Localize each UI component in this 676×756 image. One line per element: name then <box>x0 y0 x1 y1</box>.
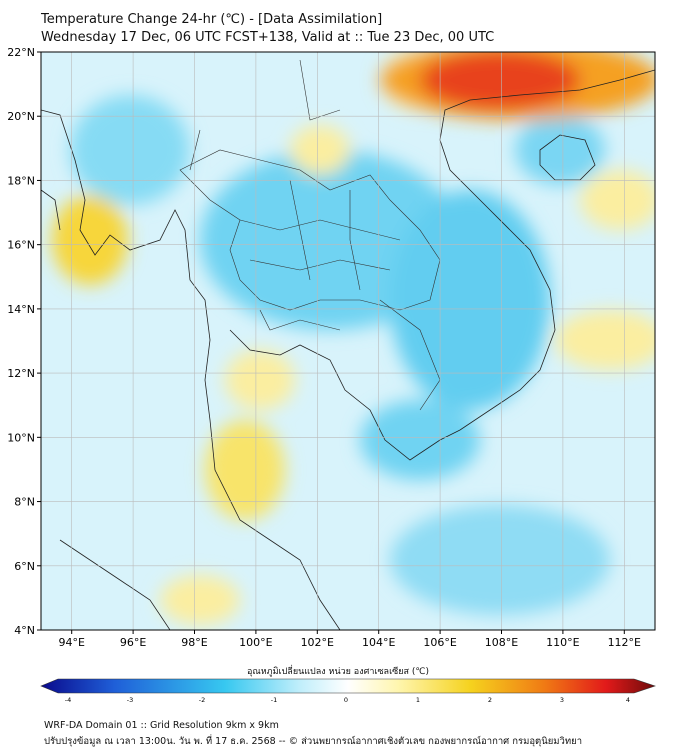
colorbar: -4 -3 -2 -1 0 1 2 3 4 <box>40 678 656 704</box>
map-title: Temperature Change 24-hr (℃) - [Data Ass… <box>41 12 383 27</box>
map-frame <box>40 51 656 631</box>
lat-tick-label: 14°N <box>7 303 35 316</box>
province-borders <box>179 59 441 411</box>
lon-tick-label: 100°E <box>239 636 272 649</box>
coastlines <box>41 69 655 630</box>
footer-credit: ปรับปรุงข้อมูล ณ เวลา 13:00น. วัน พ. ที่… <box>44 736 583 747</box>
temperature-field <box>41 52 655 630</box>
lat-tick-label: 20°N <box>7 110 35 123</box>
map-subtitle: Wednesday 17 Dec, 06 UTC FCST+138, Valid… <box>41 30 495 45</box>
colorbar-tick-label: -1 <box>271 696 277 704</box>
lon-tick-label: 106°E <box>423 636 456 649</box>
lon-tick-label: 104°E <box>362 636 395 649</box>
lat-tick-label: 22°N <box>7 46 35 59</box>
colorbar-tick-label: 2 <box>488 696 492 704</box>
lat-tick-label: 4°N <box>14 624 35 637</box>
lon-tick-label: 110°E <box>546 636 579 649</box>
lat-tick-label: 10°N <box>7 431 35 444</box>
graticule <box>41 52 655 630</box>
latitude-axis: 4°N 6°N 8°N 10°N 12°N 14°N 16°N 18°N 20°N 22°N <box>7 46 41 637</box>
colorbar-tick-label: 4 <box>626 696 630 704</box>
longitude-axis: 94°E 96°E 98°E 100°E 102°E 104°E 106°E 108°E 110… <box>58 630 641 649</box>
lat-tick-label: 18°N <box>7 174 35 187</box>
lat-tick-label: 8°N <box>14 496 35 509</box>
lon-tick-label: 108°E <box>485 636 518 649</box>
lat-tick-label: 12°N <box>7 367 35 380</box>
lat-tick-label: 16°N <box>7 239 35 252</box>
colorbar-tick-label: 0 <box>344 696 348 704</box>
lon-tick-label: 96°E <box>120 636 146 649</box>
lon-tick-label: 98°E <box>181 636 207 649</box>
lat-tick-label: 6°N <box>14 560 35 573</box>
colorbar-tick-label: -2 <box>199 696 205 704</box>
footer-model-info: WRF-DA Domain 01 :: Grid Resolution 9km … <box>44 720 279 731</box>
lon-tick-label: 112°E <box>608 636 641 649</box>
lon-tick-label: 102°E <box>301 636 334 649</box>
colorbar-tick-label: 1 <box>416 696 420 704</box>
colorbar-label: อุณหภูมิเปลี่ยนแปลง หน่วย องศาเซลเซียส (… <box>246 667 430 677</box>
colorbar-tick-label: -4 <box>65 696 71 704</box>
lon-tick-label: 94°E <box>58 636 84 649</box>
colorbar-tick-label: 3 <box>560 696 564 704</box>
colorbar-ramp <box>40 678 656 694</box>
colorbar-ticks: -4 -3 -2 -1 0 1 2 3 4 <box>65 696 630 704</box>
colorbar-tick-label: -3 <box>127 696 133 704</box>
